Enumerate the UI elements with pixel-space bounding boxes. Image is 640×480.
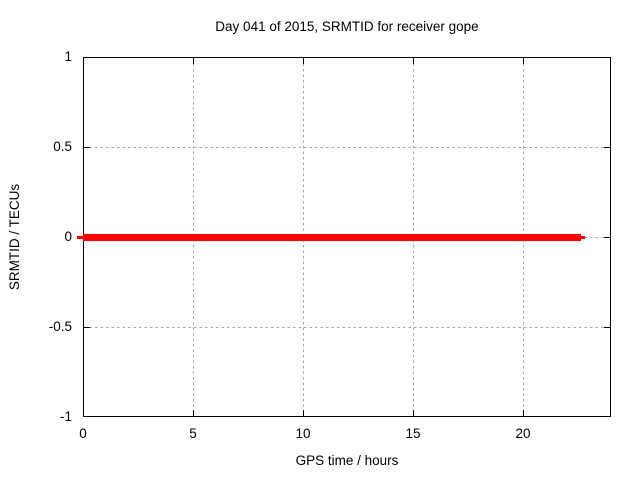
y-axis-label: SRMTID / TECUs xyxy=(7,183,22,291)
x-tick-label: 10 xyxy=(295,426,311,441)
grid-line-horizontal xyxy=(84,327,610,328)
y-tick-mark-left xyxy=(84,147,90,148)
y-tick-label: 1 xyxy=(64,49,72,64)
x-tick-label: 20 xyxy=(515,426,531,441)
x-tick-mark-bottom xyxy=(303,410,304,416)
y-tick-label: 0 xyxy=(64,229,72,244)
y-tick-mark-right xyxy=(604,237,610,238)
x-tick-mark-top xyxy=(193,58,194,64)
x-tick-label: 0 xyxy=(79,426,87,441)
series-line xyxy=(83,234,581,241)
y-tick-mark-left xyxy=(84,327,90,328)
grid-line-horizontal xyxy=(84,147,610,148)
x-axis-label: GPS time / hours xyxy=(295,453,399,468)
x-tick-mark-top xyxy=(303,58,304,64)
x-tick-mark-top xyxy=(413,58,414,64)
x-tick-mark-bottom xyxy=(413,410,414,416)
x-tick-mark-bottom xyxy=(193,410,194,416)
y-tick-label: 0.5 xyxy=(53,139,72,154)
x-tick-mark-bottom xyxy=(523,410,524,416)
chart-title: Day 041 of 2015, SRMTID for receiver gop… xyxy=(215,19,479,34)
x-tick-label: 5 xyxy=(189,426,197,441)
y-tick-label: -0.5 xyxy=(48,319,72,334)
x-tick-label: 15 xyxy=(405,426,421,441)
y-tick-mark-right xyxy=(604,327,610,328)
y-tick-mark-right xyxy=(604,147,610,148)
y-tick-label: -1 xyxy=(59,409,72,424)
x-tick-mark-top xyxy=(523,58,524,64)
